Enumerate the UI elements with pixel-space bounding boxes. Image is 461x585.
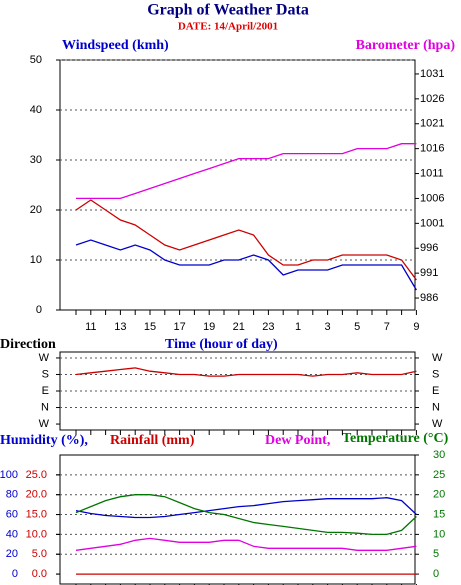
x-tick-label: 15 [144,321,156,333]
y-tick-label: 60 [6,508,18,520]
x-axis-label: Time (hour of day) [165,337,278,352]
series-line [76,143,417,200]
y2-tick-label: 991 [420,267,438,279]
direction-label: Direction [0,337,56,352]
y-tick-label: 0 [36,304,42,316]
series-line [75,537,417,551]
y2-tick-label: 25 [433,469,445,481]
series-line [75,497,417,519]
y3-tick-label: 0.0 [32,568,47,580]
series-line [75,239,417,291]
x-tick-label: 19 [203,321,215,333]
y-tick-label: W [39,418,50,430]
y2-tick-label: 1026 [420,93,444,105]
y2-tick-label: 986 [420,292,438,304]
y3-tick-label: 15.0 [26,508,47,520]
y2-tick-label: 996 [420,242,438,254]
y2-tick-label: 5 [433,548,439,560]
y-tick-label: N [41,401,49,413]
y2-tick-label: 1031 [420,68,444,80]
x-tick-label: 9 [413,321,419,333]
y-tick-label: 20 [30,204,42,216]
y-tick-label: E [432,385,439,397]
y2-tick-label: 0 [433,568,439,580]
series-line [75,367,417,377]
y-tick-label: 50 [30,54,42,66]
y-tick-label: 0 [12,568,18,580]
x-tick-label: 23 [262,321,274,333]
x-tick-label: 21 [233,321,245,333]
x-tick-label: 13 [114,321,126,333]
y-tick-label: W [432,352,443,364]
x-tick-label: 7 [384,321,390,333]
humidity-label: Humidity (%), [0,433,88,448]
x-tick-label: 11 [85,321,96,333]
y3-tick-label: 25.0 [26,469,47,481]
y2-tick-label: 15 [433,508,445,520]
y2-tick-label: 1001 [420,217,444,229]
y3-tick-label: 20.0 [26,489,47,501]
y3-tick-label: 10.0 [26,528,47,540]
chart-title: Graph of Weather Data [147,2,309,19]
series-line [75,199,417,281]
y-tick-label: W [432,418,443,430]
plot-area [59,59,416,311]
x-tick-label: 5 [354,321,360,333]
y-tick-label: E [42,385,49,397]
y-axis-label: Windspeed (kmh) [62,38,169,53]
y-tick-label: 40 [6,528,18,540]
y-tick-label: S [42,368,49,380]
x-tick-label: 1 [295,321,301,333]
x-tick-label: 17 [173,321,185,333]
rainfall-label: Rainfall (mm) [110,433,195,448]
y2-tick-label: 1021 [420,118,444,130]
series-line [75,494,417,536]
y2-tick-label: 30 [433,449,445,461]
y2-tick-label: 1006 [420,192,444,204]
y3-tick-label: 5.0 [32,548,47,560]
y-tick-label: 20 [6,548,18,560]
plot-area [59,454,416,585]
chart-subtitle: DATE: 14/April/2001 [178,21,278,33]
y-tick-label: S [432,368,439,380]
y-tick-label: 40 [30,104,42,116]
y-tick-label: 30 [30,154,42,166]
y-tick-label: 10 [30,254,42,266]
y2-tick-label: 20 [433,489,445,501]
temperature-label: Temperature (°C) [342,431,449,446]
dew-point-label: Dew Point, [265,433,330,448]
y2-tick-label: 1016 [420,143,444,155]
y-tick-label: W [39,352,50,364]
y-tick-label: 100 [0,469,18,481]
x-tick-label: 3 [325,321,331,333]
y2-tick-label: 10 [433,528,445,540]
y-tick-label: 80 [6,489,18,501]
y2-tick-label: 1011 [420,167,444,179]
y-tick-label: N [432,401,440,413]
y2-axis-label: Barometer (hpa) [356,38,456,53]
